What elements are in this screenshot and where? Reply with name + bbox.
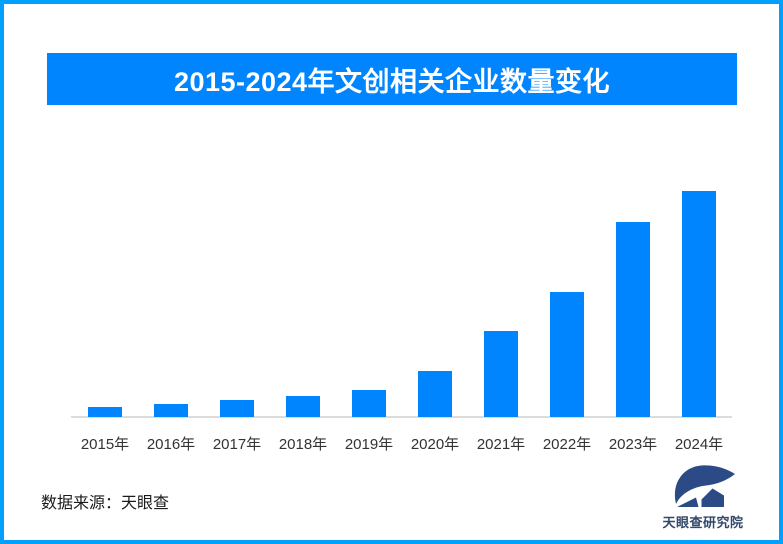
data-source-label: 数据来源：天眼查 [41,495,170,512]
tianyancha-logo-text: 天眼查研究院 [662,515,744,530]
title-banner: 2015-2024年文创相关企业数量变化 [47,53,737,105]
x-axis-label-2019年: 2019年 [344,436,394,453]
bar-2020年 [418,371,452,417]
bar-2021年 [484,331,518,417]
bar-chart: 2015年 2016年 2017年 2018年 2019年 2020年 2021年 2022年… [4,4,779,540]
bar-2016年 [154,404,188,417]
tianyancha-logo: 天眼查研究院 [657,460,749,531]
x-axis-label-2022年: 2022年 [542,436,592,453]
bar-2022年 [550,292,584,417]
x-axis-label-2024年: 2024年 [674,436,724,453]
tianyancha-eye-icon [674,465,735,507]
bar-2017年 [220,400,254,417]
bar-2018年 [286,396,320,417]
x-axis-label-2018年: 2018年 [278,436,328,453]
page-title: 2015-2024年文创相关企业数量变化 [173,66,611,97]
bar-2015年 [88,407,122,417]
bar-2019年 [352,390,386,417]
x-axis-label-2015年: 2015年 [80,436,130,453]
x-axis-label-2020年: 2020年 [410,436,460,453]
bar-2023年 [616,222,650,417]
logo-paths [674,465,735,507]
x-axis-label-2023年: 2023年 [608,436,658,453]
bar-2024年 [682,191,716,417]
x-axis-label-2016年: 2016年 [146,436,196,453]
x-axis-label-2017年: 2017年 [212,436,262,453]
x-axis-line [71,416,732,418]
x-axis-label-2021年: 2021年 [476,436,526,453]
